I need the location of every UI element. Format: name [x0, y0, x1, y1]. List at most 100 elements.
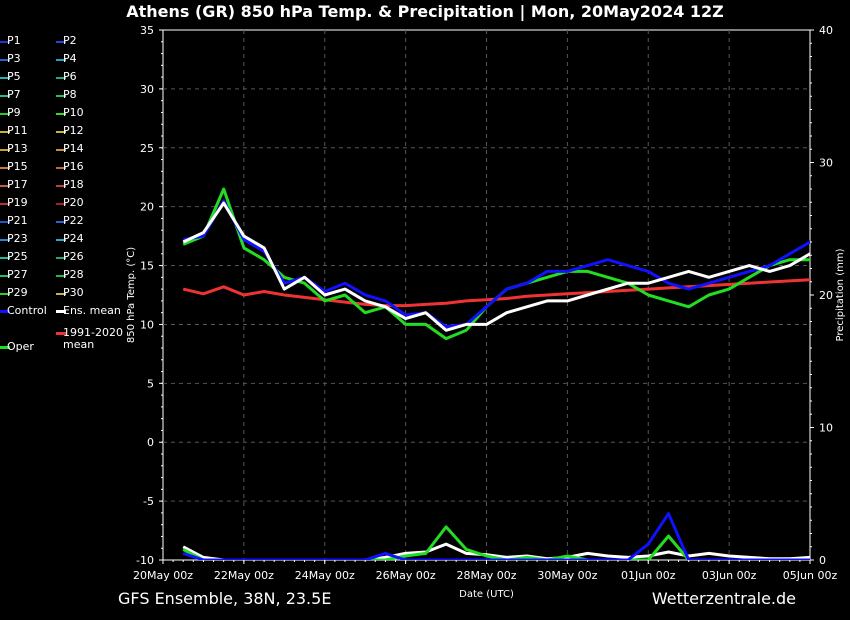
legend-label: P4: [63, 52, 77, 65]
legend-swatch: [0, 77, 10, 79]
legend-label: P25: [7, 250, 28, 263]
legend-label: P2: [63, 34, 77, 47]
legend-swatch: [0, 293, 10, 295]
x-tick-label: 05Jun 00z: [783, 569, 838, 582]
legend-label: Ens. mean: [63, 304, 121, 317]
series-group: [182, 187, 810, 560]
x-tick-label: 30May 00z: [537, 569, 597, 582]
legend-swatch: [0, 59, 10, 61]
legend-swatch: [56, 131, 66, 133]
legend-label: P22: [63, 214, 84, 227]
y-tick-label: 10: [140, 318, 154, 331]
precip-line: [182, 542, 810, 560]
y-tick-label: 5: [147, 377, 154, 390]
legend-label: P6: [63, 70, 77, 83]
y-axis-title: 850 hPa Temp. (°C): [126, 247, 137, 343]
legend-label: P27: [7, 268, 28, 281]
legend-swatch: [56, 221, 66, 223]
y-tick-label: -5: [143, 495, 154, 508]
legend-swatch: [0, 185, 10, 187]
legend-label: P15: [7, 160, 28, 173]
legend-swatch: [0, 167, 10, 169]
x-tick-label: 24May 00z: [295, 569, 355, 582]
y-tick-label: 30: [140, 83, 154, 96]
legend-swatch: [0, 95, 10, 97]
y2-axis-title: Precipitation (mm): [835, 248, 846, 341]
legend-swatch: [56, 239, 66, 241]
legend-swatch: [56, 59, 66, 61]
y2-tick-label: 40: [819, 24, 833, 37]
x-tick-label: 20May 00z: [133, 569, 193, 582]
legend-label: P18: [63, 178, 84, 191]
precip-line: [182, 512, 810, 560]
temp-line: [182, 201, 810, 332]
legend-swatch: [0, 203, 10, 205]
legend-label: P9: [7, 106, 21, 119]
x-axis-title: Date (UTC): [459, 589, 514, 600]
legend-swatch: [0, 346, 10, 349]
y-tick-label: 20: [140, 201, 154, 214]
legend-label: P3: [7, 52, 21, 65]
legend-label: P13: [7, 142, 28, 155]
temp-line: [182, 199, 810, 329]
legend-label: P20: [63, 196, 84, 209]
legend-swatch: [56, 257, 66, 259]
legend-swatch: [56, 77, 66, 79]
y-tick-label: 0: [147, 436, 154, 449]
y-tick-label: -10: [136, 554, 154, 567]
legend-label: Oper: [7, 340, 34, 353]
legend-swatch: [56, 41, 66, 43]
x-tick-label: 03Jun 00z: [702, 569, 757, 582]
y-tick-label: 25: [140, 142, 154, 155]
legend-swatch: [0, 131, 10, 133]
footer-source: Wetterzentrale.de: [651, 589, 796, 608]
legend-label: P10: [63, 106, 84, 119]
legend-label: P21: [7, 214, 28, 227]
legend-label: Control: [7, 304, 47, 317]
legend-label: P17: [7, 178, 28, 191]
legend-label: P28: [63, 268, 84, 281]
y2-tick-label: 10: [819, 422, 833, 435]
legend-label: P29: [7, 286, 28, 299]
legend-swatch: [0, 113, 10, 115]
legend-label: P11: [7, 124, 28, 137]
y2-tick-label: 20: [819, 289, 833, 302]
legend-label: P23: [7, 232, 28, 245]
y-tick-label: 35: [140, 24, 154, 37]
legend-label-line2: mean: [63, 338, 95, 351]
y2-tick-label: 30: [819, 157, 833, 170]
legend-swatch: [56, 275, 66, 277]
legend-swatch: [0, 257, 10, 259]
legend-label: P7: [7, 88, 21, 101]
temp-line: [182, 187, 810, 341]
legend-swatch: [56, 167, 66, 169]
legend-label: P1: [7, 34, 21, 47]
legend-swatch: [0, 149, 10, 151]
legend-label: P8: [63, 88, 77, 101]
legend-swatch: [0, 310, 10, 313]
legend-label: P30: [63, 286, 84, 299]
legend-swatch: [0, 275, 10, 277]
y2-tick-label: 0: [819, 554, 826, 567]
legend-swatch: [56, 293, 66, 295]
legend-label: P19: [7, 196, 28, 209]
legend-swatch: [0, 239, 10, 241]
legend-swatch: [56, 185, 66, 187]
chart-title: Athens (GR) 850 hPa Temp. & Precipitatio…: [126, 2, 724, 21]
legend-swatch: [56, 310, 66, 313]
y-tick-label: 15: [140, 260, 154, 273]
legend-swatch: [56, 95, 66, 97]
legend-swatch: [0, 41, 10, 43]
legend-label: P5: [7, 70, 21, 83]
x-tick-label: 28May 00z: [456, 569, 516, 582]
x-tick-label: 01Jun 00z: [621, 569, 676, 582]
legend-swatch: [56, 149, 66, 151]
legend-label: 1991-2020: [63, 326, 123, 339]
legend-label: P16: [63, 160, 84, 173]
legend-swatch: [0, 221, 10, 223]
legend-label: P24: [63, 232, 84, 245]
legend-swatch: [56, 332, 66, 335]
x-tick-label: 26May 00z: [376, 569, 436, 582]
footer-model-info: GFS Ensemble, 38N, 23.5E: [118, 589, 332, 608]
